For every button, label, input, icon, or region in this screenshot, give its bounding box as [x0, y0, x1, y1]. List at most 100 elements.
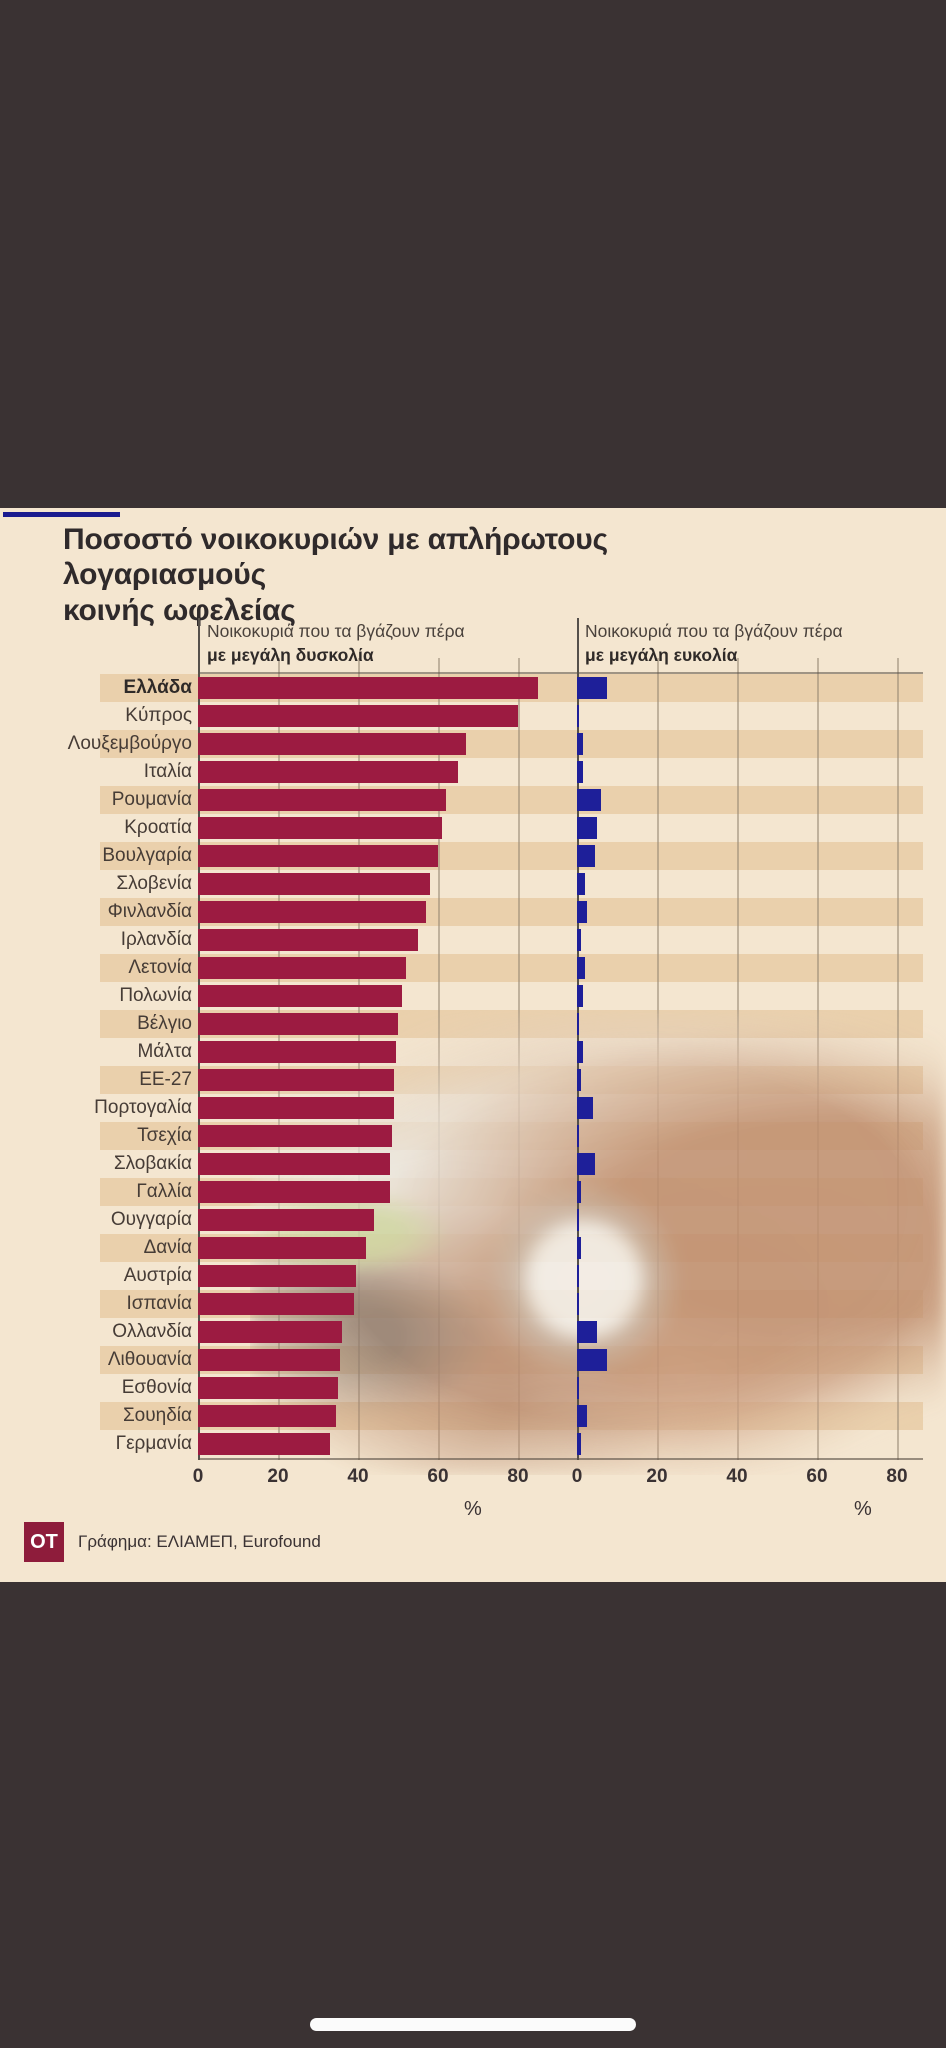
ease-bar [577, 1237, 581, 1259]
chart-row: Ιταλία [60, 758, 923, 786]
country-label: Ολλανδία [112, 1321, 192, 1342]
chart-row: Βουλγαρία [60, 842, 923, 870]
difficulty-bar [198, 845, 438, 867]
country-label: Γερμανία [115, 1433, 192, 1454]
axis-tick-label: 0 [192, 1466, 204, 1487]
difficulty-bar [198, 1377, 338, 1399]
ease-panel-cell [577, 1318, 923, 1346]
difficulty-panel-cell [198, 702, 577, 730]
difficulty-panel-cell [198, 926, 577, 954]
difficulty-bar [198, 1237, 366, 1259]
ease-bar [577, 1377, 579, 1399]
difficulty-panel-cell [198, 1290, 577, 1318]
chart-row: Ουγγαρία [60, 1206, 923, 1234]
chart-row: Γερμανία [60, 1430, 923, 1458]
ease-panel-cell [577, 674, 923, 702]
chart-row: Σουηδία [60, 1402, 923, 1430]
ease-panel-cell [577, 926, 923, 954]
chart-row: Πολωνία [60, 982, 923, 1010]
ease-panel-cell [577, 1010, 923, 1038]
ease-panel-cell [577, 814, 923, 842]
difficulty-panel-cell [198, 842, 577, 870]
country-label: Ελλάδα [123, 677, 192, 698]
difficulty-panel-cell [198, 1318, 577, 1346]
difficulty-bar [198, 957, 406, 979]
rows: Ελλάδα Κύπρος Λουξεμβούργο Ιταλία Ρουμανία Κρ… [60, 674, 923, 1458]
chart-row: Πορτογαλία [60, 1094, 923, 1122]
country-label: Αυστρία [123, 1265, 192, 1286]
ease-bar [577, 789, 601, 811]
difficulty-panel-cell [198, 786, 577, 814]
chart-row: Τσεχία [60, 1122, 923, 1150]
ease-bar [577, 985, 583, 1007]
difficulty-panel-cell [198, 1038, 577, 1066]
difficulty-panel-cell [198, 1430, 577, 1458]
ease-bar [577, 1013, 579, 1035]
difficulty-bar [198, 1349, 340, 1371]
ease-bar [577, 705, 579, 727]
axis-tick-label: 80 [507, 1466, 529, 1487]
ease-panel-cell [577, 1122, 923, 1150]
country-label: Τσεχία [137, 1125, 192, 1146]
chart-row: Ρουμανία [60, 786, 923, 814]
ease-bar [577, 1041, 583, 1063]
difficulty-panel-cell [198, 1066, 577, 1094]
ease-bar [577, 1153, 595, 1175]
axis-tick-label: 0 [571, 1466, 583, 1487]
ease-bar [577, 1181, 581, 1203]
ease-bar [577, 761, 583, 783]
difficulty-panel-cell [198, 674, 577, 702]
chart-row: Φινλανδία [60, 898, 923, 926]
ease-panel-cell [577, 786, 923, 814]
ease-bar [577, 1293, 579, 1315]
difficulty-panel-cell [198, 1262, 577, 1290]
country-label: Μάλτα [137, 1041, 192, 1062]
ot-logo: OT [24, 1522, 64, 1562]
country-label: Ιρλανδία [120, 929, 192, 950]
ease-bar [577, 817, 597, 839]
chart-row: Ελλάδα [60, 674, 923, 702]
chart-row: Γαλλία [60, 1178, 923, 1206]
ease-panel-cell [577, 1262, 923, 1290]
ease-bar [577, 677, 607, 699]
difficulty-panel-cell [198, 1402, 577, 1430]
ease-bar [577, 873, 585, 895]
ease-panel-cell [577, 1290, 923, 1318]
ease-panel-cell [577, 1150, 923, 1178]
unit-label-right: % [854, 1498, 872, 1520]
ease-panel-cell [577, 1234, 923, 1262]
home-indicator[interactable] [310, 2018, 636, 2031]
ease-bar [577, 1321, 597, 1343]
difficulty-panel-cell [198, 898, 577, 926]
ease-bar [577, 929, 581, 951]
accent-line [3, 512, 120, 517]
chart-row: Εσθονία [60, 1374, 923, 1402]
difficulty-bar [198, 1069, 394, 1091]
difficulty-bar [198, 1041, 396, 1063]
axis-tick-label: 60 [427, 1466, 449, 1487]
difficulty-panel-cell [198, 1094, 577, 1122]
ease-panel-cell [577, 702, 923, 730]
difficulty-bar [198, 1209, 374, 1231]
ease-panel-cell [577, 730, 923, 758]
source-row: OT Γράφημα: ΕΛΙΑΜΕΠ, Eurofound [24, 1522, 321, 1562]
difficulty-panel-cell [198, 870, 577, 898]
plot-top-border [198, 672, 923, 674]
ease-bar [577, 1433, 581, 1455]
difficulty-bar [198, 1125, 392, 1147]
difficulty-bar [198, 929, 418, 951]
country-label: Σλοβακία [113, 1153, 192, 1174]
ease-bar [577, 901, 587, 923]
difficulty-panel-cell [198, 1206, 577, 1234]
ease-panel-cell [577, 1094, 923, 1122]
difficulty-panel-cell [198, 1150, 577, 1178]
country-label: Ισπανία [126, 1293, 192, 1314]
panel-header-ease-line2: με μεγάλη ευκολία [585, 644, 738, 665]
difficulty-bar [198, 677, 538, 699]
chart-row: Λουξεμβούργο [60, 730, 923, 758]
difficulty-panel-cell [198, 954, 577, 982]
axis-tick-label: 40 [726, 1466, 748, 1487]
difficulty-panel-cell [198, 982, 577, 1010]
chart-title: Ποσοστό νοικοκυριών με απλήρωτους λογαρι… [63, 523, 608, 627]
